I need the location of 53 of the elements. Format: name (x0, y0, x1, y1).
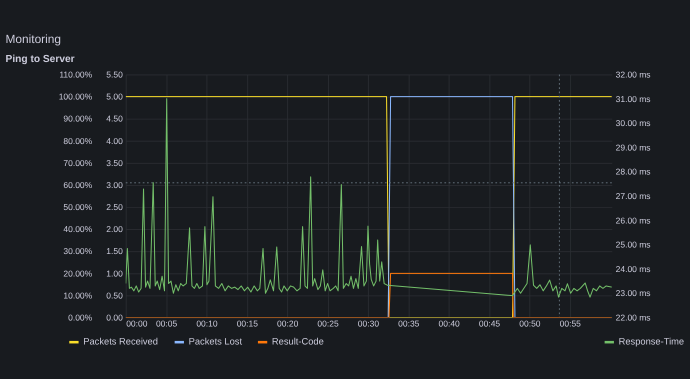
legend-label: Result-Code (272, 336, 324, 347)
y-tick-label: 60.00% (63, 180, 93, 190)
y-tick-label: 110.00% (59, 69, 93, 80)
y-tick-label: 0.00% (68, 312, 93, 323)
x-tick-label: 00:35 (398, 318, 420, 328)
x-tick-label: 00:15 (236, 318, 258, 328)
x-tick-label: 00:25 (317, 318, 339, 328)
y-tick-label: 90.00% (63, 114, 93, 124)
x-tick-label: 00:05 (156, 318, 178, 328)
y-tick-label: 100.00% (58, 92, 93, 102)
chart-title: Monitoring (6, 32, 61, 46)
y-tick-label: 40.00% (63, 224, 93, 234)
x-tick-label: 00:00 (126, 318, 148, 328)
y-tick-label: 70.00% (63, 158, 93, 168)
y2-tick-label: 0.00 (106, 312, 124, 323)
y2-tick-label: 4.50 (106, 114, 124, 124)
y3-tick-label: 29.00 ms (616, 142, 651, 152)
y2-tick-label: 1.00 (106, 268, 124, 278)
text: Ping to Server (6, 54, 75, 65)
y3-tick-label: 32.00 ms (616, 69, 651, 80)
y-tick-label: 50.00% (63, 202, 93, 212)
x-tick-label: 00:40 (438, 318, 460, 328)
x-tick-label: 00:30 (358, 318, 380, 328)
y-tick-label: 20.00% (63, 268, 93, 278)
y3-tick-label: 23.00 ms (616, 288, 651, 298)
y2-tick-label: 1.50 (106, 246, 124, 256)
x-tick-label: 00:50 (519, 318, 541, 328)
y3-tick-label: 26.00 ms (616, 215, 651, 226)
y3-tick-label: 28.00 ms (616, 166, 651, 177)
y2-tick-label: 3.50 (106, 158, 124, 168)
y2-tick-label: 3.00 (106, 180, 124, 190)
legend-label: Packets Lost (188, 336, 242, 347)
y3-tick-label: 27.00 ms (616, 191, 651, 201)
y2-tick-label: 4.00 (106, 136, 124, 146)
y3-tick-label: 31.00 ms (616, 94, 651, 104)
y2-tick-label: 0.50 (106, 290, 124, 300)
x-tick-label: 00:20 (277, 318, 299, 328)
x-tick-label: 00:10 (196, 318, 218, 328)
legend-label: Response-Time (618, 336, 684, 347)
y2-tick-label: 5.00 (106, 92, 124, 102)
y-tick-label: 30.00% (63, 246, 93, 256)
y-tick-label: 10.00% (63, 290, 93, 300)
x-tick-label: 00:55 (560, 318, 582, 328)
legend-label: Packets Received (83, 336, 158, 347)
y3-tick-label: 24.00 ms (616, 264, 651, 274)
y3-tick-label: 22.00 ms (616, 312, 651, 323)
x-tick-label: 00:45 (478, 318, 500, 328)
y3-tick-label: 25.00 ms (616, 240, 651, 250)
y-tick-label: 80.00% (63, 136, 93, 146)
y2-tick-label: 2.00 (106, 224, 124, 234)
y2-tick-label: 2.50 (106, 202, 124, 212)
y3-tick-label: 30.00 ms (616, 118, 651, 128)
y2-tick-label: 5.50 (106, 69, 124, 80)
